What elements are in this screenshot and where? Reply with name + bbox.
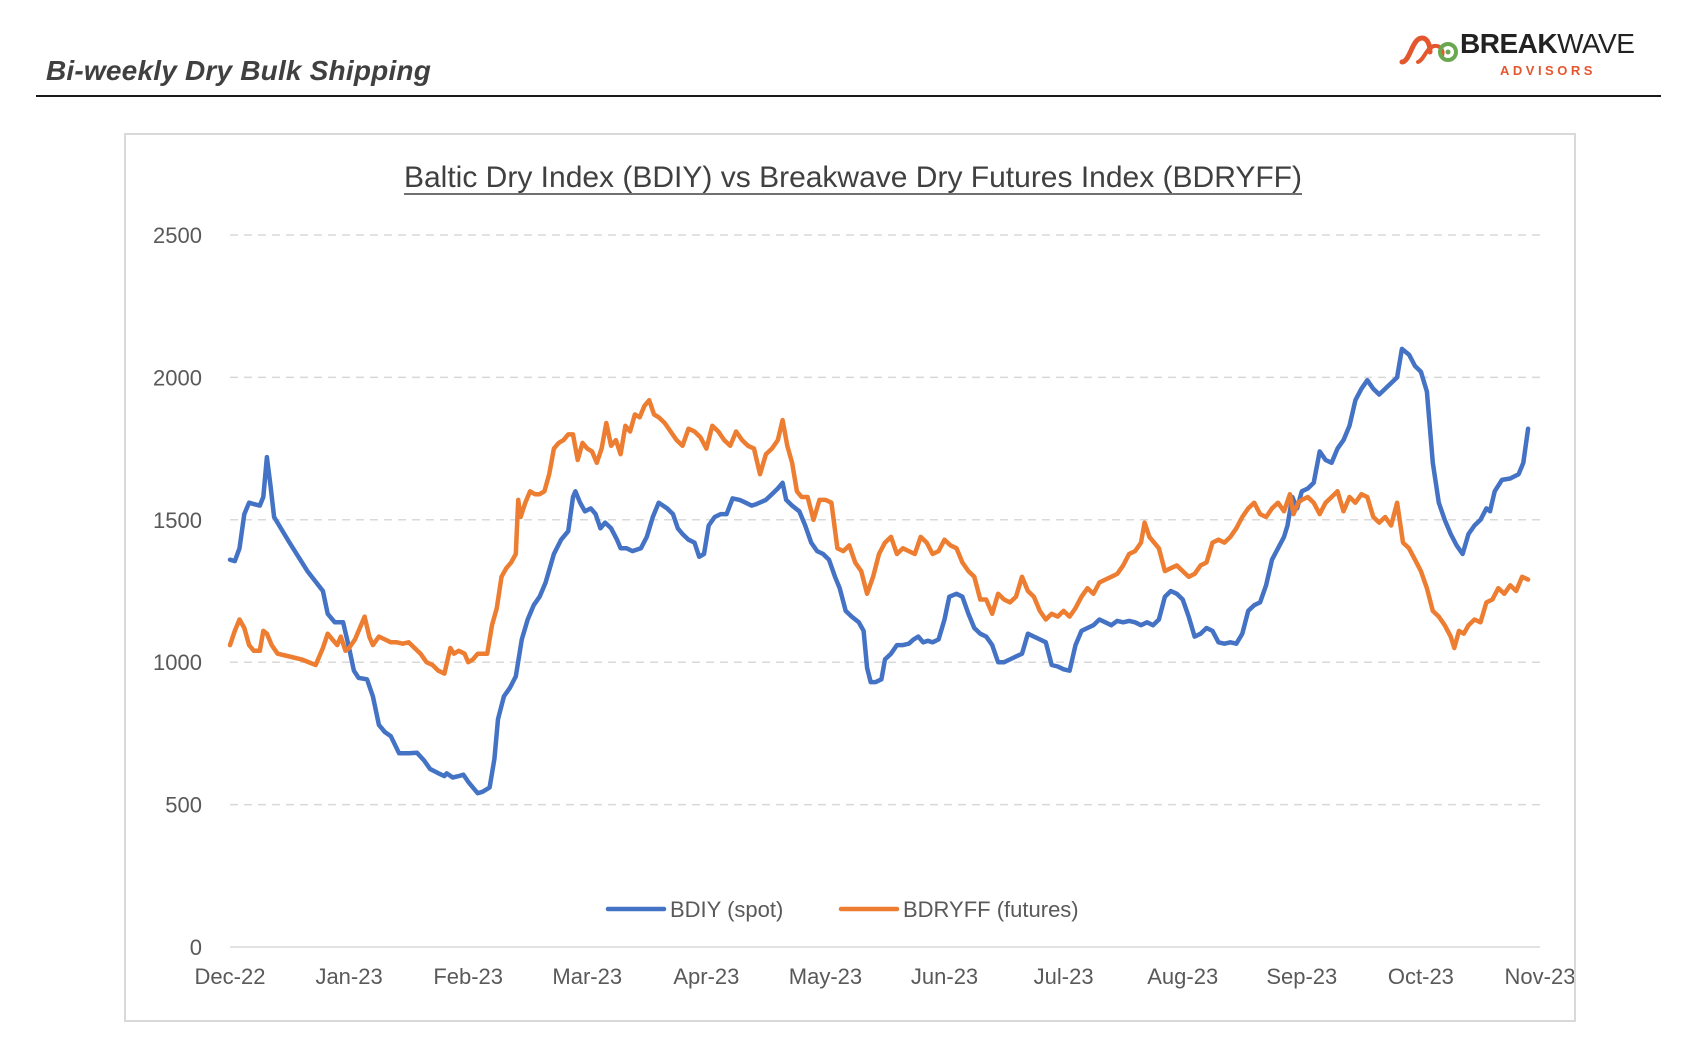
gridlines bbox=[230, 235, 1540, 947]
x-tick-label: Aug-23 bbox=[1147, 964, 1218, 989]
y-tick-label: 1000 bbox=[153, 650, 202, 675]
x-tick-label: Oct-23 bbox=[1388, 964, 1454, 989]
wave-logo-icon bbox=[1398, 32, 1458, 66]
series-lines bbox=[230, 349, 1528, 793]
x-tick-label: May-23 bbox=[789, 964, 862, 989]
report-title: Bi-weekly Dry Bulk Shipping bbox=[46, 55, 431, 87]
logo-wordmark: BREAKWAVE bbox=[1460, 28, 1634, 60]
x-tick-label: Dec-22 bbox=[195, 964, 266, 989]
x-tick-label: Apr-23 bbox=[673, 964, 739, 989]
logo-word-break: BREAK bbox=[1460, 28, 1557, 59]
y-tick-label: 0 bbox=[190, 935, 202, 960]
bdryff-series-line bbox=[230, 400, 1528, 673]
y-tick-label: 1500 bbox=[153, 508, 202, 533]
x-tick-label: Feb-23 bbox=[433, 964, 503, 989]
x-axis-labels: Dec-22 Jan-23 Feb-23 Mar-23 Apr-23 May-23 Jun-… bbox=[195, 964, 1574, 989]
bdiy-series-line bbox=[230, 349, 1528, 793]
y-tick-label: 2000 bbox=[153, 365, 202, 390]
breakwave-logo: BREAKWAVE ADVISORS bbox=[1398, 28, 1658, 80]
legend: BDIY (spot) BDRYFF (futures) bbox=[608, 897, 1079, 922]
x-tick-label: Jun-23 bbox=[911, 964, 978, 989]
x-tick-label: Jul-23 bbox=[1034, 964, 1094, 989]
x-tick-label: Jan-23 bbox=[315, 964, 382, 989]
legend-label-bdiy: BDIY (spot) bbox=[670, 897, 783, 922]
chart-title: Baltic Dry Index (BDIY) vs Breakwave Dry… bbox=[404, 161, 1302, 194]
header-divider bbox=[36, 95, 1661, 97]
x-tick-label: Nov-23 bbox=[1505, 964, 1574, 989]
logo-word-wave: WAVE bbox=[1557, 28, 1634, 59]
y-axis-labels: 0 500 1000 1500 2000 2500 bbox=[153, 223, 202, 960]
chart-frame: Baltic Dry Index (BDIY) vs Breakwave Dry… bbox=[124, 133, 1576, 1022]
report-page: Bi-weekly Dry Bulk Shipping BREAKWAVE AD… bbox=[0, 0, 1693, 1043]
y-tick-label: 2500 bbox=[153, 223, 202, 248]
logo-subtitle: ADVISORS bbox=[1500, 63, 1596, 78]
legend-label-bdryff: BDRYFF (futures) bbox=[903, 897, 1079, 922]
x-tick-label: Sep-23 bbox=[1266, 964, 1337, 989]
y-tick-label: 500 bbox=[165, 793, 202, 818]
line-chart: Baltic Dry Index (BDIY) vs Breakwave Dry… bbox=[126, 135, 1574, 1020]
x-tick-label: Mar-23 bbox=[552, 964, 622, 989]
